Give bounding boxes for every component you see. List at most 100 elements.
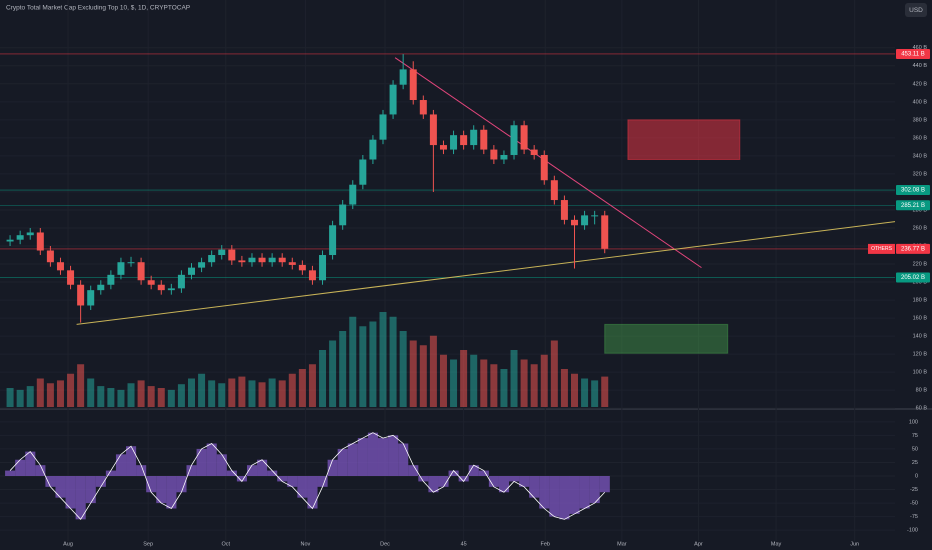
volume-bar [470,354,478,407]
momentum-bar [206,443,217,476]
momentum-bar [166,476,177,509]
candle-body [87,290,95,306]
symbol-tag-label: OTHERS [871,246,893,252]
currency-button[interactable] [905,3,927,17]
volume-bar [288,373,296,407]
momentum-bar [317,476,328,487]
candle-body [490,149,498,160]
volume-bar [339,331,347,407]
price-tag-label: 285.21 B [901,203,925,209]
x-tick-label: Mar [617,541,627,547]
currency-label[interactable]: USD [909,7,923,14]
momentum-bar [388,435,399,476]
candle-body [429,114,437,146]
volume-bar [379,312,387,407]
candle-body [268,257,276,263]
momentum-bar [539,476,550,509]
volume-bar [319,350,327,407]
volume-bar [601,376,609,407]
volume-bar [26,386,34,407]
price-tag [896,185,930,196]
volume-bar [460,350,468,407]
momentum-bar [357,438,368,476]
momentum-bar [65,476,76,509]
price-tag [896,243,930,254]
volume-bar [46,383,54,407]
volume-bar [218,383,226,407]
volume-bar [187,378,195,407]
price-tag-label: 205.02 B [901,275,925,281]
candle-body [16,235,24,240]
volume-bar [439,354,447,407]
volume-bar [389,316,397,407]
y-tick-label: 140 B [913,334,928,340]
candle-body [460,135,468,146]
x-tick-label: Sep [143,541,153,547]
candle-body [238,260,246,263]
candle-body [601,215,609,249]
y-tick-label: 280 B [913,207,928,213]
candle-body [480,129,488,150]
candle-body [359,159,367,185]
volume-bar [419,345,427,407]
momentum-bar [448,470,459,476]
candle-body [107,274,115,285]
momentum-bar [438,476,449,487]
volume-bar [97,386,105,407]
x-tick-label: Apr [694,541,703,547]
candle-body [409,69,417,101]
candle-body [298,264,306,271]
volume-bar [530,364,538,407]
volume-bar [77,364,85,407]
momentum-bar [398,443,409,476]
momentum-bar [468,465,479,476]
momentum-bar [408,465,419,476]
candle-body [137,262,145,281]
x-tick-label: Oct [221,541,230,547]
candle-body [560,200,568,220]
momentum-bar [337,448,348,476]
momentum-bar [559,476,570,520]
y-tick-label: 60 B [916,406,928,412]
volume-bar [137,380,145,407]
momentum-bar [5,470,16,476]
candle-body [540,154,548,181]
y-tick-label: 220 B [913,261,928,267]
volume-bar [157,388,165,407]
volume-bar [147,386,155,407]
volume-bar [480,359,488,407]
candle-body [157,284,165,291]
momentum-bar [136,465,147,476]
volume-bar [208,380,216,407]
volume-bar [298,369,306,407]
candle-body [278,257,286,263]
y-tick-label: 400 B [913,99,928,105]
volume-bar [56,380,64,407]
momentum-bar [126,446,137,476]
candle-body [26,232,34,236]
volume-bar [500,369,508,407]
momentum-bar [509,476,520,482]
momentum-bar [589,476,600,504]
candle-body [439,145,447,150]
y-tick-label: 440 B [913,63,928,69]
volume-bar [238,376,246,407]
candle-body [288,262,296,265]
candle-body [339,204,347,226]
momentum-bar [579,476,590,509]
volume-bar [278,380,286,407]
candle-body [167,288,175,291]
candle-body [228,249,236,261]
candle-body [117,262,125,275]
volume-bar [67,373,75,407]
price-tag-label: 236.77 B [901,246,925,252]
candle-body [56,262,64,271]
momentum-bar [287,476,298,487]
volume-bar [510,350,518,407]
candle-body [530,149,538,155]
osc-tick-label: -25 [910,487,918,493]
volume-bar [16,389,24,407]
price-tag-label: 302.08 B [901,188,925,194]
candle-body [369,139,377,160]
volume-bar [258,382,266,407]
